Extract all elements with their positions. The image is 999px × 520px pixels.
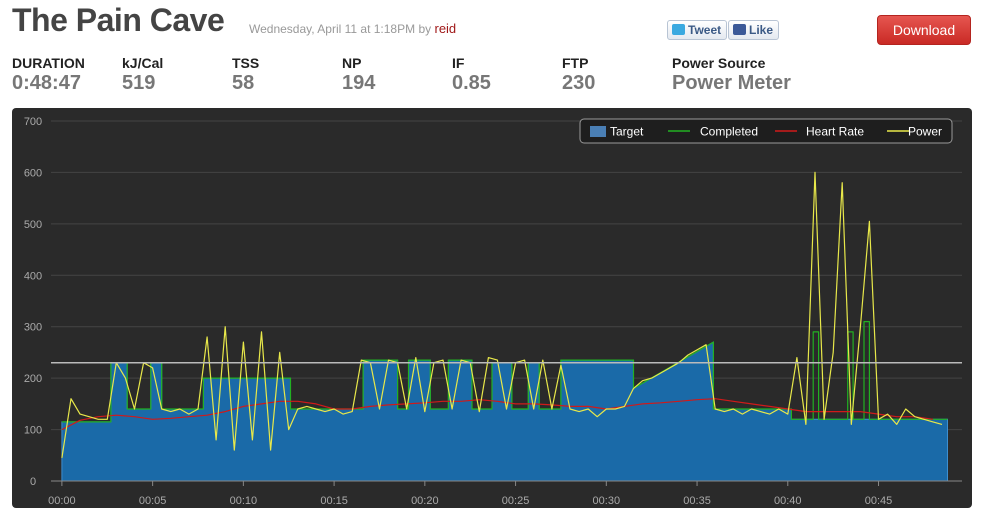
legend-label: Target [610, 125, 644, 139]
legend-label: Heart Rate [806, 125, 864, 139]
legend: Target Completed Heart Rate Power [579, 118, 953, 144]
stat: IF 0.85 [452, 55, 491, 95]
page-title: The Pain Cave [12, 2, 225, 38]
chart: 0 100 200 300 400 500 600 700 00:00 00:05 00:10 00:… [24, 116, 962, 507]
series-line [61, 398, 934, 431]
x-tick-label: 00:10 [230, 495, 258, 507]
like-button[interactable]: Like [728, 20, 780, 40]
y-tick-label: 0 [30, 476, 36, 488]
tweet-label: Tweet [688, 23, 722, 37]
x-tick-label: 00:00 [48, 495, 76, 507]
stat-label: FTP [562, 55, 589, 71]
stat-value: 0:48:47 [12, 72, 81, 94]
y-tick-label: 500 [24, 219, 42, 231]
stat-label: NP [342, 55, 362, 71]
x-tick-label: 00:30 [593, 495, 621, 507]
subtitle: Wednesday, April 11 at 1:18PM by reid [249, 21, 456, 36]
x-tick-label: 00:20 [411, 495, 439, 507]
chart-panel: 0 100 200 300 400 500 600 700 00:00 00:05 00:10 00:… [12, 108, 972, 508]
x-tick-label: 00:45 [865, 495, 893, 507]
stat-label: DURATION [12, 55, 85, 71]
date: Wednesday, April 11 at 1:18PM [249, 22, 416, 36]
legend-box [579, 118, 953, 144]
legend-label: Completed [700, 125, 758, 139]
like-label: Like [749, 23, 774, 37]
author-link[interactable]: reid [434, 21, 457, 36]
by-text: by [418, 22, 432, 36]
stat-value: Power Meter [672, 72, 791, 94]
stat-label: IF [452, 55, 465, 71]
stat: DURATION 0:48:47 [12, 55, 85, 95]
stat-value: 0.85 [452, 72, 491, 94]
stat: TSS 58 [232, 55, 259, 95]
stat-value: 230 [562, 72, 596, 94]
stat-label: kJ/Cal [122, 55, 164, 71]
stat-value: 194 [342, 72, 376, 94]
x-tick-label: 00:40 [774, 495, 802, 507]
y-tick-label: 400 [24, 270, 42, 282]
y-tick-label: 100 [24, 425, 42, 437]
y-tick-label: 600 [24, 167, 42, 179]
stat-label: Power Source [672, 55, 766, 71]
stat: NP 194 [342, 55, 375, 95]
stat-value: 58 [232, 72, 255, 94]
stat-label: TSS [232, 55, 260, 71]
y-tick-label: 700 [24, 116, 42, 128]
x-tick-label: 00:35 [683, 495, 711, 507]
x-tick-label: 00:05 [139, 495, 167, 507]
series-line [61, 171, 943, 458]
download-button[interactable]: Download [877, 15, 971, 45]
x-tick-label: 00:25 [502, 495, 530, 507]
stat: kJ/Cal 519 [122, 55, 163, 95]
legend-swatch [590, 126, 606, 137]
legend-label: Power [908, 125, 942, 139]
stat-value: 519 [122, 72, 156, 94]
y-tick-label: 300 [24, 322, 42, 334]
x-tick-label: 00:15 [320, 495, 348, 507]
tweet-button[interactable]: Tweet [667, 20, 728, 40]
stat: Power Source Power Meter [672, 55, 791, 95]
stat: FTP 230 [562, 55, 595, 95]
y-tick-label: 200 [24, 373, 42, 385]
